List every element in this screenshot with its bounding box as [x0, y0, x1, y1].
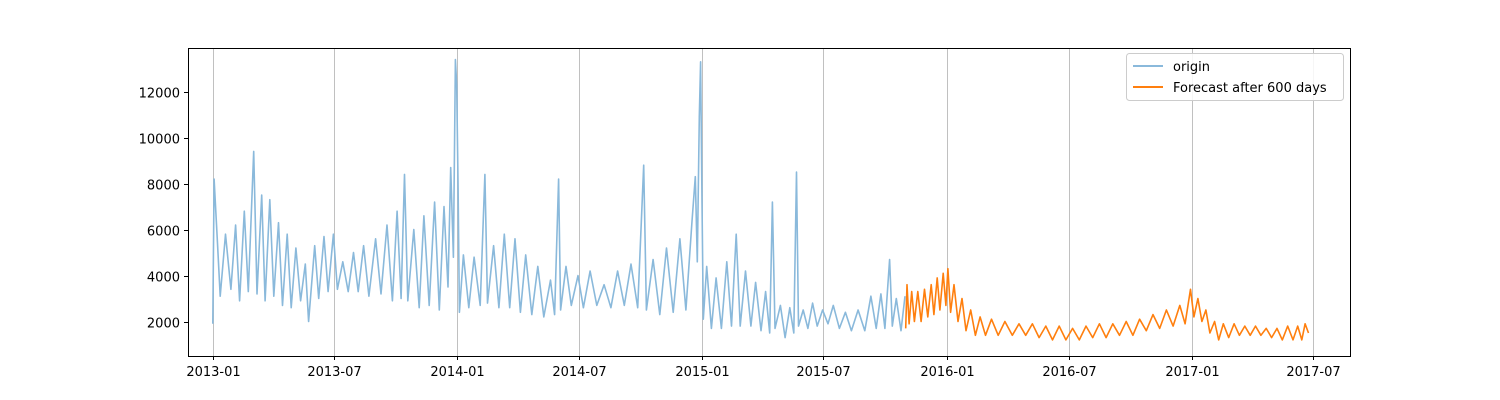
series-layer	[212, 58, 1310, 341]
x-tick-label-4: 2015-01	[675, 365, 729, 380]
x-tick-label-3: 2014-07	[552, 365, 606, 380]
x-tick-label-0: 2013-01	[186, 365, 240, 380]
legend-label-origin: origin	[1173, 60, 1210, 75]
y-axis: 2000 4000 6000 8000 10000 12000	[139, 87, 188, 332]
legend-label-forecast: Forecast after 600 days	[1173, 81, 1327, 96]
x-tick-label-2: 2014-01	[430, 365, 484, 380]
legend: origin Forecast after 600 days	[1126, 53, 1344, 101]
y-tick-label-5: 12000	[139, 87, 180, 102]
x-tick-label-1: 2013-07	[307, 365, 361, 380]
x-tick-label-8: 2017-01	[1165, 365, 1219, 380]
x-tick-label-9: 2017-07	[1286, 365, 1340, 380]
x-axis: 2013-01 2013-07 2014-01 2014-07 2015-01 2015-…	[186, 356, 1341, 380]
series-line-origin	[212, 58, 906, 339]
y-tick-label-2: 6000	[147, 225, 180, 240]
y-tick-label-0: 2000	[147, 317, 180, 332]
y-tick-label-1: 4000	[147, 271, 180, 286]
y-tick-label-3: 8000	[147, 179, 180, 194]
y-tick-label-4: 10000	[139, 133, 180, 148]
x-tick-label-7: 2016-07	[1042, 365, 1096, 380]
series-line-forecast	[904, 267, 1310, 341]
x-tick-label-5: 2015-07	[796, 365, 850, 380]
legend-box	[1126, 53, 1344, 101]
plot-frame	[188, 48, 1351, 357]
x-tick-label-6: 2016-01	[920, 365, 974, 380]
